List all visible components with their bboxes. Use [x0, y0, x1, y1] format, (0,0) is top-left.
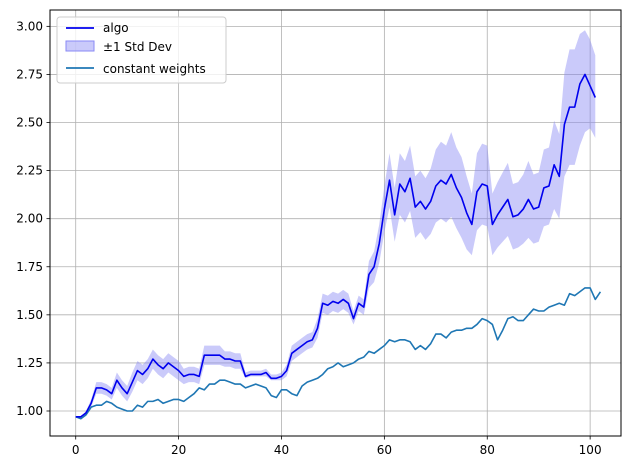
y-tick-label: 2.50: [16, 116, 43, 130]
y-tick-label: 1.75: [16, 260, 43, 274]
y-tick-label: 2.75: [16, 67, 43, 81]
y-tick-label: 1.25: [16, 356, 43, 370]
x-tick-label: 20: [171, 443, 186, 457]
y-tick-label: 1.50: [16, 308, 43, 322]
x-tick-label: 100: [579, 443, 602, 457]
y-tick-label: 2.00: [16, 212, 43, 226]
x-tick-label: 60: [377, 443, 392, 457]
legend-label-algo: algo: [103, 21, 129, 35]
x-tick-label: 40: [274, 443, 289, 457]
y-axis: 1.00 1.25 1.50 1.75 2.00 2.25 2.50 2.75 3.00: [16, 19, 50, 418]
legend-label-constant-weights: constant weights: [103, 62, 206, 76]
legend-swatch-std-dev: [65, 40, 95, 52]
legend: algo ±1 Std Dev constant weights: [56, 16, 227, 84]
y-tick-label: 3.00: [16, 19, 43, 33]
x-tick-label: 80: [480, 443, 495, 457]
grid-lines: [50, 10, 621, 436]
series-line-constant-weights: [75, 287, 602, 420]
std-dev-band: [75, 30, 596, 417]
legend-box: [56, 16, 227, 84]
y-tick-label: 2.25: [16, 164, 43, 178]
axes-frame: [49, 9, 622, 437]
x-tick-label: 0: [72, 443, 80, 457]
plot-area: [75, 30, 602, 420]
series-line-algo: [75, 73, 597, 418]
x-axis: 0 20 40 60 80 100: [72, 436, 602, 457]
legend-label-std-dev: ±1 Std Dev: [103, 40, 172, 54]
y-tick-label: 1.00: [16, 404, 43, 418]
